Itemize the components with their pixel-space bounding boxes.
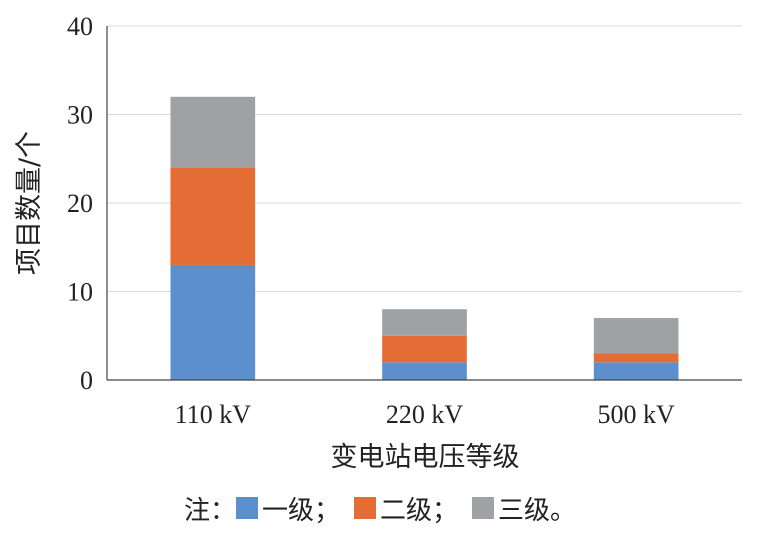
bar-segment-series-2 xyxy=(382,335,467,363)
legend-label-level-2: 二级 xyxy=(379,495,432,526)
x-tick-labels: 110 kV 220 kV 500 kV xyxy=(175,400,675,429)
legend-suffix: 。 xyxy=(550,495,577,526)
legend-swatch-level-2 xyxy=(353,497,376,519)
legend-prefix: 注： xyxy=(183,495,236,526)
legend-item-level-2: 二级 xyxy=(353,490,432,527)
bar-segment-series-3 xyxy=(382,309,467,336)
legend-separator: ； xyxy=(313,495,340,526)
legend-swatch-level-3 xyxy=(472,497,495,519)
bar-segment-series-2 xyxy=(170,167,256,265)
bar-segment-series-1 xyxy=(593,362,679,380)
bars xyxy=(170,96,679,380)
y-tick-label: 20 xyxy=(67,189,93,218)
x-tick-label: 500 kV xyxy=(598,400,676,429)
x-tick-label: 110 kV xyxy=(175,400,252,429)
legend-separator: ； xyxy=(432,495,459,526)
bar-segment-series-1 xyxy=(170,264,256,380)
bar-segment-series-1 xyxy=(382,362,467,380)
y-axis-label: 项目数量/个 xyxy=(14,131,45,275)
bar-segment-series-3 xyxy=(170,96,256,168)
bar-segment-series-2 xyxy=(593,353,679,363)
x-axis-label: 变电站电压等级 xyxy=(331,442,520,473)
legend-item-level-3: 三级 xyxy=(472,490,550,527)
y-tick-label: 40 xyxy=(67,12,93,41)
legend-swatch-level-1 xyxy=(235,497,258,519)
y-tick-label: 30 xyxy=(67,101,93,130)
legend-item-level-1: 一级 xyxy=(235,490,314,527)
legend: 注： 一级 ； 二级 ； 三级 。 xyxy=(0,486,760,530)
y-tick-label: 10 xyxy=(67,278,93,307)
legend-label-level-3: 三级 xyxy=(498,495,551,526)
axes xyxy=(106,26,742,381)
y-tick-labels: 0 10 20 30 40 xyxy=(67,12,93,395)
bar-segment-series-3 xyxy=(593,318,679,354)
x-tick-label: 220 kV xyxy=(386,400,464,429)
y-tick-label: 0 xyxy=(80,366,93,395)
legend-label-level-1: 一级 xyxy=(261,495,314,526)
stacked-bar-chart: 0 10 20 30 40 110 kV 220 kV 500 kV 变电站电压等级 项目数… xyxy=(14,12,742,473)
